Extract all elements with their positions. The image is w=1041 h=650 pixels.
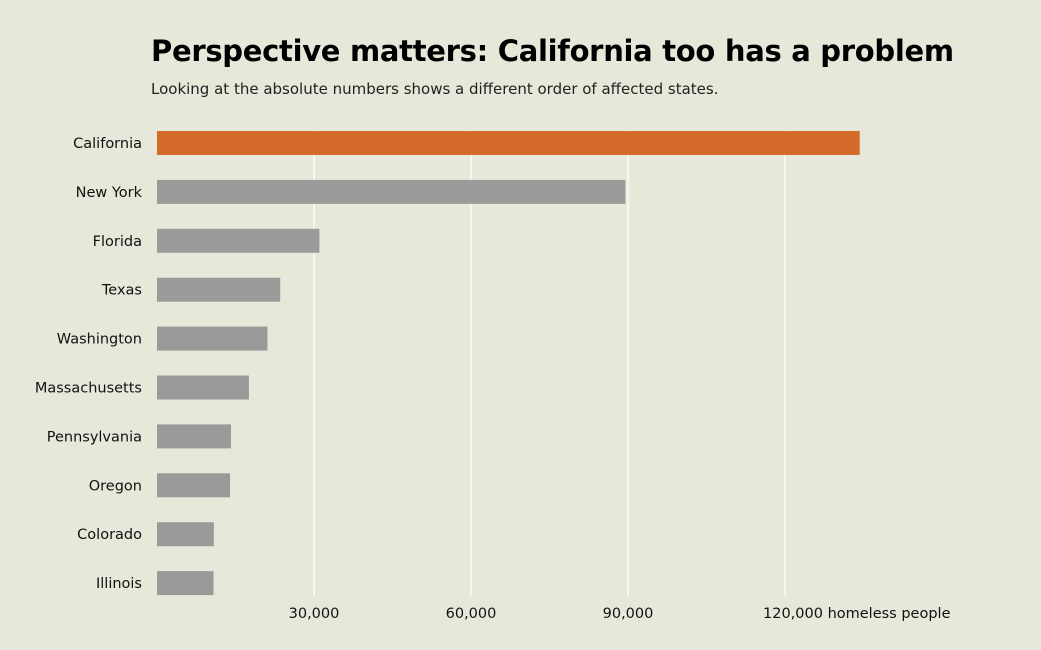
- category-label: Oregon: [89, 478, 142, 494]
- x-tick-label: 30,000: [289, 606, 340, 622]
- bar-new-york: [157, 179, 626, 204]
- bar-florida: [157, 228, 320, 253]
- bar-california: [157, 131, 860, 155]
- bar-illinois: [157, 571, 214, 596]
- gridlines: [313, 130, 786, 596]
- x-tick-label: 60,000: [446, 606, 497, 622]
- bar-colorado: [157, 522, 214, 547]
- category-label: Washington: [57, 332, 142, 348]
- x-tick-label: 90,000: [603, 606, 654, 622]
- x-tick-label: 120,000 homeless people: [763, 606, 951, 622]
- category-label: Illinois: [96, 576, 142, 592]
- bar-oregon: [157, 473, 231, 498]
- category-label: Florida: [93, 234, 142, 250]
- category-labels: California New York Florida Texas Washington…: [35, 136, 143, 592]
- x-tick-labels: 30,000 60,000 90,000 120,000 homeless peopl…: [289, 606, 951, 622]
- category-label: Texas: [101, 283, 142, 299]
- chart-subtitle: Looking at the absolute numbers shows a …: [151, 80, 719, 98]
- bar-washington: [157, 326, 268, 351]
- bars: [157, 131, 860, 596]
- category-label: Massachusetts: [35, 381, 142, 397]
- bar-texas: [157, 277, 281, 302]
- category-label: New York: [76, 185, 143, 201]
- bar-pennsylvania: [157, 424, 231, 449]
- category-label: California: [73, 136, 142, 152]
- chart-title: Perspective matters: California too has …: [151, 34, 954, 68]
- bar-massachusetts: [157, 375, 249, 400]
- category-label: Pennsylvania: [47, 429, 142, 445]
- category-label: Colorado: [77, 527, 142, 543]
